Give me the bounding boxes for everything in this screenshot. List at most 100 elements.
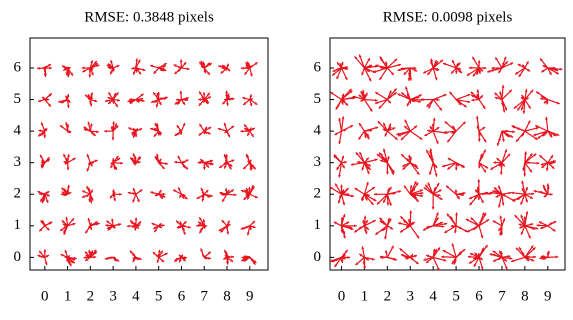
arrow-head <box>242 257 246 261</box>
arrow-head <box>522 133 525 137</box>
arrow-head <box>111 158 115 161</box>
arrow-head <box>444 222 448 226</box>
arrow-head <box>359 253 363 257</box>
axes-box <box>29 37 269 271</box>
arrow-head <box>48 103 51 107</box>
arrow-head <box>86 186 90 190</box>
arrow-head <box>434 173 438 177</box>
arrow-head <box>418 94 422 97</box>
arrow-head <box>364 92 368 96</box>
arrow-head <box>202 191 205 195</box>
arrow-head <box>226 261 229 265</box>
arrow-head <box>218 65 222 68</box>
arrow-head <box>492 259 496 262</box>
arrow-head <box>469 252 473 256</box>
arrow-head <box>520 214 524 218</box>
arrow-head <box>531 258 535 262</box>
x-tick-label: 6 <box>475 288 483 304</box>
arrow-head <box>358 94 362 98</box>
arrow-head <box>498 70 502 74</box>
arrow-head <box>250 185 254 189</box>
arrow-head <box>502 218 506 222</box>
arrow-head <box>454 230 457 234</box>
arrow-head <box>552 228 556 232</box>
arrow-head <box>46 255 50 258</box>
arrow-head <box>104 257 108 260</box>
arrow-head <box>199 123 203 127</box>
arrow-head <box>373 70 377 73</box>
arrow-head <box>89 103 93 107</box>
arrow-head <box>94 221 98 225</box>
x-tick-label: 1 <box>64 288 72 304</box>
arrow-head <box>374 98 378 102</box>
arrow-head <box>347 256 351 259</box>
arrow-head <box>539 155 543 158</box>
arrow-head <box>183 221 187 225</box>
x-tick-label: 0 <box>41 288 49 304</box>
arrow-head <box>447 166 451 170</box>
arrow-head <box>138 257 142 260</box>
arrow-head <box>383 227 387 231</box>
arrow-head <box>404 185 407 189</box>
arrow-head <box>435 212 439 216</box>
arrow-head <box>504 107 508 111</box>
arrow-head <box>530 89 534 93</box>
arrow-head <box>185 159 189 163</box>
arrow-head <box>434 249 437 253</box>
arrow-head <box>220 229 224 233</box>
arrow-head <box>137 157 141 160</box>
arrow-head <box>37 254 41 258</box>
arrow-head <box>132 153 136 157</box>
arrow-head <box>88 250 91 253</box>
arrow-head <box>365 257 369 261</box>
arrow-head <box>382 128 386 132</box>
arrow-head <box>473 263 477 267</box>
arrow-head <box>108 92 112 96</box>
arrow-head <box>518 223 522 227</box>
arrow-head <box>245 65 249 68</box>
arrow-head <box>158 158 162 162</box>
arrow-head <box>202 167 206 170</box>
arrow-head <box>483 149 486 153</box>
arrow-head <box>454 71 458 74</box>
arrow-head <box>161 224 165 227</box>
arrow-head <box>496 158 500 161</box>
arrow-head <box>416 96 420 100</box>
arrow-head <box>525 61 529 65</box>
arrow-head <box>94 63 98 66</box>
arrow-head <box>426 103 430 107</box>
arrow-head <box>447 158 451 161</box>
arrow-head <box>423 187 427 191</box>
arrow-head <box>65 95 69 99</box>
arrow-head <box>416 171 420 175</box>
arrow-head <box>87 218 91 221</box>
arrow-head <box>451 261 455 265</box>
arrow-head <box>82 69 86 73</box>
arrow-head <box>48 222 52 225</box>
arrow-head <box>494 96 498 100</box>
arrow-head <box>85 254 89 258</box>
arrow-head <box>89 227 93 231</box>
arrow-head <box>511 259 515 263</box>
arrow-head <box>503 258 507 262</box>
arrow-head <box>156 153 159 157</box>
arrow-head <box>504 149 508 153</box>
arrow-head <box>355 152 359 156</box>
arrow-head <box>126 224 130 228</box>
arrow-head <box>407 72 411 76</box>
arrow-head <box>340 101 344 105</box>
arrow-head <box>382 148 386 152</box>
arrow-head <box>449 91 453 95</box>
arrow-head <box>248 186 252 190</box>
arrow-head <box>60 228 64 231</box>
arrow-head <box>467 100 471 104</box>
x-tick-label: 4 <box>429 288 437 304</box>
arrow-head <box>526 258 530 262</box>
arrow-head <box>533 255 537 259</box>
arrow-head <box>182 101 185 105</box>
arrow-head <box>111 68 115 72</box>
arrow-head <box>472 56 476 60</box>
arrow-head <box>225 251 229 255</box>
arrow-head <box>414 68 418 72</box>
arrow-head <box>556 101 560 105</box>
